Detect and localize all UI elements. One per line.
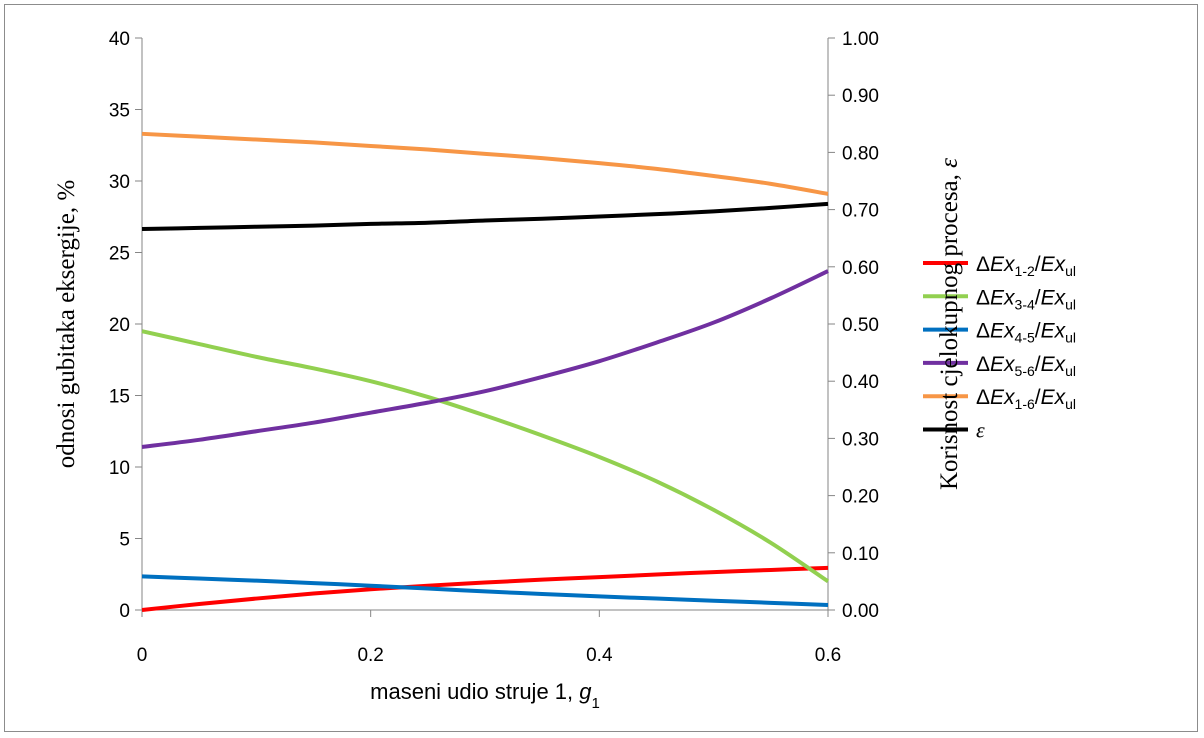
y2-tick-label: 0.30 [842,429,879,450]
y2-tick-label: 0.90 [842,86,879,107]
y-axis-title: odnosi gubitaka eksergije, % [53,180,80,468]
series-line-2 [141,329,830,584]
legend-label-4: ΔEx5-6/Exul [976,353,1076,379]
series-line-3 [141,574,829,607]
series-line-4 [141,269,829,449]
legend-label-5: ΔEx1-6/Exul [976,386,1076,412]
axes: 05101520253035400.000.100.200.300.400.50… [109,29,879,666]
legend-label-1: ΔEx1-2/Exul [976,253,1076,279]
y2-tick-label: 0.40 [842,372,879,393]
series-line-5 [141,131,829,196]
y-tick-label: 40 [109,29,130,50]
y-tick-label: 15 [109,387,130,408]
y-tick-label: 35 [109,101,130,122]
legend: ΔEx1-2/Exul ΔEx3-4/Exul ΔEx4-5/Exul ΔEx5-6/… [923,253,1076,443]
y2-tick-label: 0.50 [842,315,879,336]
legend-label-2: ΔEx3-4/Exul [976,286,1076,312]
x-axis-title: maseni udio struje 1, g1 [370,679,600,712]
legend-label-6: ε [976,418,985,443]
x-tick-label: 0.6 [815,645,841,666]
y2-tick-label: 0.00 [842,601,879,622]
y2-tick-label: 0.10 [842,544,879,565]
x-tick-label: 0 [137,645,148,666]
y2-tick-label: 1.00 [842,29,879,50]
series-line-1 [141,565,829,612]
y-tick-label: 5 [119,530,130,551]
x-tick-label: 0.4 [586,645,613,666]
chart-frame [4,4,1198,732]
series-layer [141,131,830,612]
legend-label-3: ΔEx4-5/Exul [976,320,1076,346]
x-tick-label: 0.2 [357,645,383,666]
series-line-6 [141,201,829,232]
y-tick-label: 20 [109,315,130,336]
y-tick-label: 0 [119,601,130,622]
y2-tick-label: 0.60 [842,258,879,279]
y2-tick-label: 0.70 [842,201,879,222]
y-tick-label: 10 [109,458,130,479]
y-tick-label: 25 [109,244,130,265]
y2-tick-label: 0.80 [842,143,879,164]
y2-axis-title: Korisnost cjelokupnog procesa, ε [936,158,963,490]
y-tick-label: 30 [109,172,130,193]
y2-tick-label: 0.20 [842,487,879,508]
